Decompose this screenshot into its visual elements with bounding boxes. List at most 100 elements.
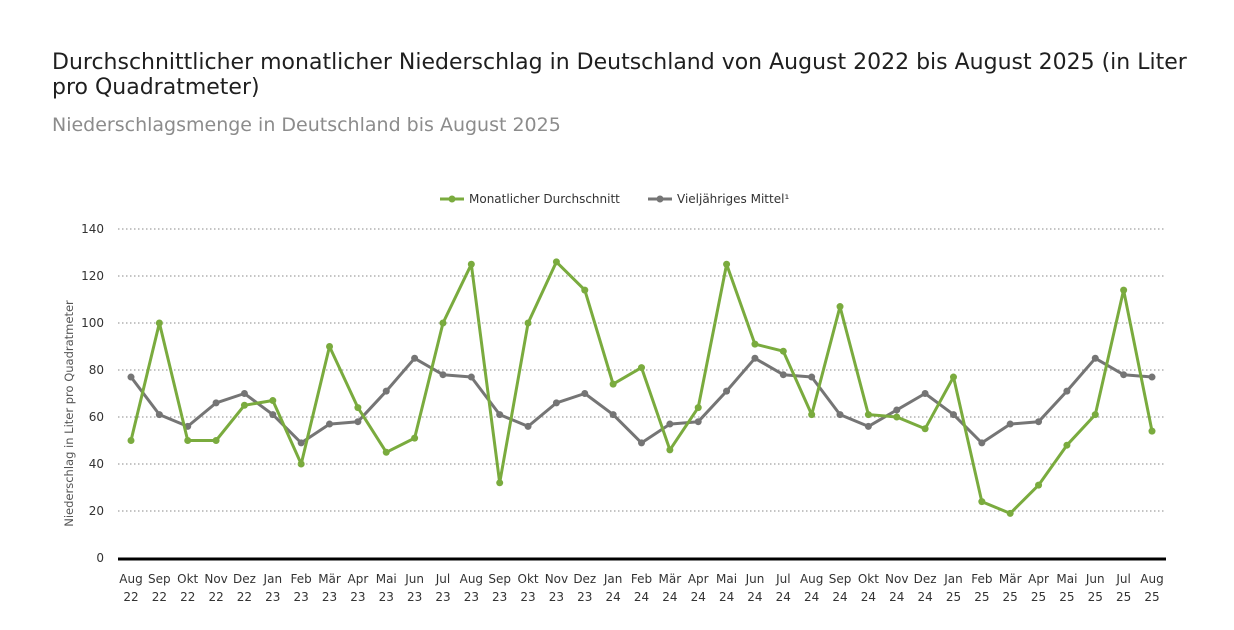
data-point: [609, 411, 617, 419]
x-tick-label: Apr: [348, 572, 369, 586]
x-tick-label: 23: [520, 590, 535, 604]
x-tick-label: Nov: [545, 572, 568, 586]
x-tick-label: 23: [549, 590, 564, 604]
x-tick-label: 25: [1031, 590, 1046, 604]
x-tick-label: 22: [237, 590, 252, 604]
data-point: [240, 390, 248, 397]
x-tick-label: Aug: [1140, 572, 1163, 586]
data-point: [893, 406, 901, 414]
data-point: [552, 258, 560, 266]
legend-label: Monatlicher Durchschnitt: [469, 192, 620, 206]
x-tick-label: Apr: [1028, 572, 1049, 586]
legend: Monatlicher Durchschnitt Vieljähriges Mit…: [440, 192, 789, 206]
data-point: [694, 418, 702, 426]
x-tick-label: Jun: [1085, 572, 1105, 586]
data-point: [666, 420, 674, 428]
data-point: [155, 411, 163, 419]
x-tick-label: Jul: [435, 572, 450, 586]
data-point: [1006, 509, 1014, 517]
x-tick-label: 23: [492, 590, 507, 604]
data-point: [382, 448, 390, 456]
legend-label: Vieljähriges Mittel¹: [677, 192, 789, 206]
data-point: [240, 401, 248, 409]
data-point: [1148, 373, 1156, 381]
x-tick-label: Apr: [688, 572, 709, 586]
data-point: [524, 422, 532, 430]
data-point: [1035, 418, 1043, 426]
data-point: [212, 399, 220, 407]
data-point: [354, 404, 362, 412]
x-tick-label: 24: [634, 590, 649, 604]
x-tick-label: Dez: [233, 572, 256, 586]
data-point: [1120, 286, 1128, 294]
legend-marker: [448, 195, 456, 203]
x-tick-label: Mai: [716, 572, 737, 586]
data-point: [1063, 441, 1071, 449]
data-point: [439, 319, 447, 327]
x-tick-label: Jan: [603, 572, 623, 586]
x-tick-label: Jun: [404, 572, 424, 586]
data-point: [779, 371, 787, 379]
data-point: [552, 399, 560, 407]
y-tick-label: 140: [81, 222, 104, 236]
x-tick-label: Sep: [829, 572, 852, 586]
x-tick-label: 24: [832, 590, 847, 604]
x-tick-label: 25: [1144, 590, 1159, 604]
x-tick-label: Feb: [631, 572, 652, 586]
data-point: [723, 387, 731, 395]
x-tick-label: Okt: [177, 572, 198, 586]
data-point: [524, 319, 532, 327]
data-point: [978, 439, 986, 447]
data-point: [893, 413, 901, 421]
data-point: [155, 319, 163, 327]
data-point: [1091, 354, 1099, 362]
data-point: [751, 340, 759, 348]
x-axis-ticks: Aug 22 Sep 22 Okt 22 Nov 22 Dez 22 Jan 23 Feb 23 Mär 23…: [119, 572, 1163, 604]
data-point: [949, 373, 957, 381]
data-point: [411, 434, 419, 442]
x-tick-label: Mär: [659, 572, 682, 586]
data-point: [864, 422, 872, 430]
x-tick-label: Jan: [943, 572, 963, 586]
data-point: [808, 373, 816, 381]
y-tick-label: 40: [89, 457, 104, 471]
data-point: [1148, 427, 1156, 435]
x-tick-label: 24: [719, 590, 734, 604]
y-tick-label: 80: [89, 363, 104, 377]
data-point: [723, 260, 731, 268]
x-tick-label: 25: [1003, 590, 1018, 604]
data-point: [666, 446, 674, 454]
x-tick-label: 23: [265, 590, 280, 604]
x-tick-label: 22: [208, 590, 223, 604]
data-point: [949, 411, 957, 419]
data-point: [581, 390, 589, 397]
data-point: [581, 286, 589, 294]
x-tick-label: Sep: [488, 572, 511, 586]
data-point: [184, 437, 192, 444]
y-tick-label: 20: [89, 504, 104, 518]
x-tick-label: Mai: [376, 572, 397, 586]
data-point: [1035, 481, 1043, 489]
x-tick-label: Dez: [914, 572, 937, 586]
data-point: [751, 354, 759, 362]
x-tick-label: Feb: [291, 572, 312, 586]
data-point: [297, 439, 305, 447]
data-point: [779, 347, 787, 355]
x-tick-label: 24: [861, 590, 876, 604]
x-tick-label: Aug: [800, 572, 823, 586]
x-tick-label: 24: [605, 590, 620, 604]
x-tick-label: Aug: [119, 572, 142, 586]
series-line: [129, 260, 1154, 515]
data-point: [978, 498, 986, 506]
data-point: [269, 411, 277, 419]
x-tick-label: 22: [123, 590, 138, 604]
y-tick-label: 100: [81, 316, 104, 330]
x-tick-label: Jun: [745, 572, 765, 586]
data-point: [694, 404, 702, 412]
y-tick-label: 60: [89, 410, 104, 424]
data-point: [326, 343, 334, 350]
x-tick-label: Dez: [573, 572, 596, 586]
x-tick-label: Jul: [775, 572, 790, 586]
data-point: [212, 437, 220, 444]
data-point: [1091, 411, 1099, 419]
